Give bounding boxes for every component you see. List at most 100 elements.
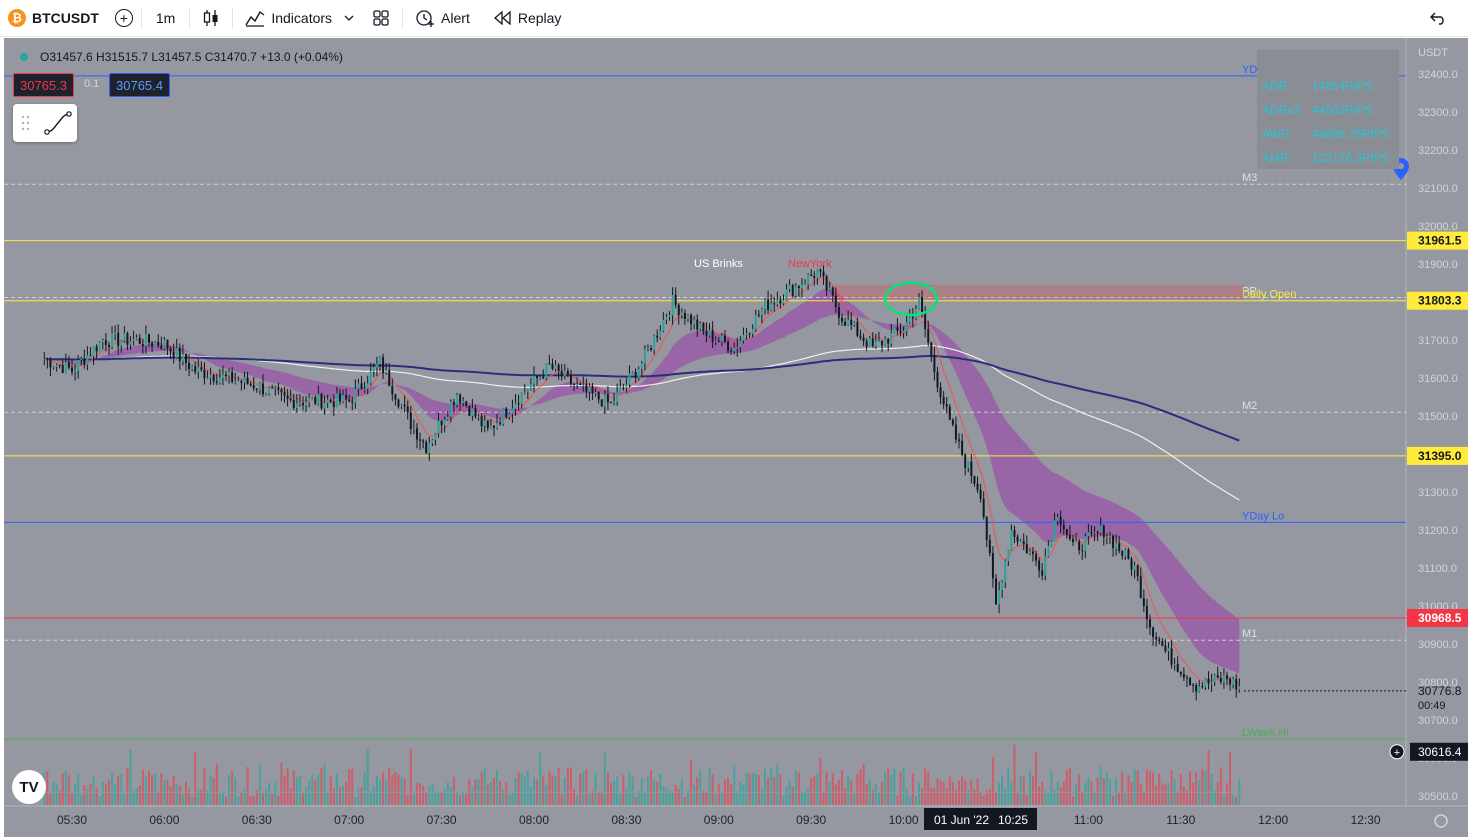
layout-button[interactable] — [360, 0, 402, 36]
adr-value: 44562PIPS — [1312, 103, 1373, 117]
buy-price-button[interactable]: 30765.4 — [109, 73, 170, 97]
candle-body — [918, 297, 920, 309]
price-chart[interactable]: 32400.0 32300.0 32200.0 32100.0 32000.0 31900… — [4, 38, 1468, 837]
volume-bar — [46, 771, 49, 805]
candle-body — [1093, 531, 1096, 533]
volume-bar — [449, 786, 452, 805]
settings-icon — [1434, 814, 1448, 828]
volume-bar — [77, 774, 80, 805]
candle-body — [696, 319, 699, 330]
volume-bar — [533, 777, 535, 805]
undo-button[interactable] — [1422, 0, 1454, 36]
drawing-toolbar-widget[interactable] — [13, 104, 77, 142]
symbol-search-button[interactable]: ₿ BTCUSDT — [0, 0, 107, 36]
alert-icon — [416, 10, 435, 27]
candle-body — [1238, 686, 1241, 690]
volume-bar — [1096, 777, 1099, 805]
chart-area[interactable]: 32400.0 32300.0 32200.0 32100.0 32000.0 31900… — [4, 38, 1468, 837]
sell-price-button[interactable]: 30765.3 — [13, 73, 74, 97]
alert-button[interactable]: Alert — [403, 0, 482, 36]
volume-bar — [606, 772, 609, 805]
candle-body — [406, 406, 409, 413]
candle-body — [887, 338, 890, 344]
candle-body — [203, 369, 206, 379]
volume-bar — [225, 796, 227, 805]
candle-body — [569, 374, 572, 384]
chart-type-button[interactable] — [190, 0, 232, 36]
candle-body — [665, 316, 668, 320]
y-tick-label: 32400.0 — [1418, 69, 1458, 81]
candle-body — [911, 316, 914, 319]
tradingview-logo[interactable]: TV — [12, 770, 46, 804]
volume-bar — [650, 769, 653, 805]
candle-body — [477, 416, 480, 418]
candle-body — [471, 408, 474, 416]
volume-bar — [939, 780, 942, 805]
volume-bar — [419, 783, 422, 805]
volume-bar — [252, 796, 255, 805]
volume-bar — [394, 771, 397, 805]
candle-body — [74, 370, 77, 372]
volume-bar — [545, 785, 548, 805]
candle-body — [794, 286, 797, 296]
volume-bar — [1090, 781, 1093, 805]
candle-body — [437, 420, 440, 434]
replay-button[interactable]: Replay — [482, 0, 574, 36]
symbol-label: BTCUSDT — [32, 10, 99, 26]
candle-body — [1182, 674, 1185, 678]
candle-body — [298, 402, 301, 404]
indicators-dropdown[interactable] — [338, 0, 360, 36]
volume-bar — [825, 771, 828, 805]
candle-body — [1078, 541, 1081, 551]
indicators-button[interactable]: Indicators — [233, 0, 338, 36]
candle-body — [107, 344, 110, 347]
candle-body — [699, 323, 702, 330]
volume-bar — [52, 782, 55, 805]
candle-body — [135, 337, 138, 340]
countdown-label: 00:49 — [1418, 700, 1446, 712]
candle-body — [141, 344, 144, 347]
candle-body — [690, 314, 693, 325]
drag-handle-icon[interactable] — [19, 104, 33, 142]
volume-bar — [1044, 790, 1047, 805]
toolbar-divider — [402, 8, 404, 28]
volume-bar — [850, 780, 853, 805]
volume-bar — [80, 794, 83, 805]
volume-bar — [144, 776, 147, 805]
candle-body — [1198, 686, 1201, 692]
volume-bar — [677, 788, 680, 805]
candle-body — [194, 366, 197, 372]
candle-body — [206, 377, 209, 379]
candle-body — [828, 287, 831, 291]
volume-bar — [1161, 783, 1164, 805]
add-symbol-button[interactable]: + — [107, 0, 141, 36]
volume-bar — [924, 768, 927, 805]
volume-bar — [548, 770, 551, 805]
volume-bar — [1213, 790, 1216, 805]
volume-bar — [834, 784, 837, 805]
candle-body — [462, 401, 465, 403]
volume-bar — [496, 769, 499, 805]
candle-body — [893, 327, 896, 334]
volume-bar — [406, 795, 409, 805]
volume-bar — [511, 793, 514, 805]
candle-body — [720, 335, 723, 342]
trend-line-icon[interactable] — [43, 108, 73, 138]
volume-bar — [67, 775, 70, 805]
candle-body — [456, 394, 458, 405]
volume-bar — [576, 795, 579, 805]
candle-body — [995, 578, 997, 605]
volume-bar — [157, 791, 160, 805]
candle-body — [948, 406, 951, 420]
candle-body — [172, 351, 175, 359]
volume-bar — [326, 791, 329, 805]
candle-body — [1161, 641, 1164, 646]
candle-body — [779, 299, 782, 304]
candle-body — [1072, 538, 1074, 542]
interval-button[interactable]: 1m — [142, 0, 189, 36]
volume-bar — [582, 772, 585, 805]
candle-body — [770, 303, 773, 310]
volume-bar — [714, 794, 717, 805]
volume-bar — [372, 786, 375, 805]
candle-body — [98, 342, 101, 352]
